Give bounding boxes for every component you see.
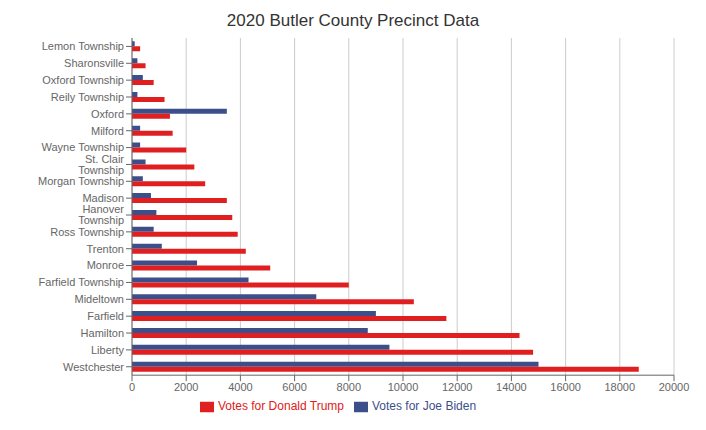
svg-text:Liberty: Liberty xyxy=(91,344,125,356)
svg-text:12000: 12000 xyxy=(442,381,473,393)
svg-text:4000: 4000 xyxy=(228,381,252,393)
svg-text:Farfield Township: Farfield Township xyxy=(39,276,124,288)
svg-text:2000: 2000 xyxy=(174,381,198,393)
svg-text:8000: 8000 xyxy=(337,381,361,393)
html-text:Votes for Donald Trump: Votes for Donald Trump xyxy=(217,399,344,414)
svg-text:0: 0 xyxy=(129,381,135,393)
svg-text:Morgan Township: Morgan Township xyxy=(38,175,124,187)
svg-text:20000: 20000 xyxy=(659,381,690,393)
svg-text:Westchester: Westchester xyxy=(63,361,124,373)
svg-text:Sharonsville: Sharonsville xyxy=(64,57,124,69)
svg-text:Trenton: Trenton xyxy=(86,243,124,255)
html-text:Votes for Joe Biden: Votes for Joe Biden xyxy=(372,399,477,414)
svg-text:Hamilton: Hamilton xyxy=(81,327,124,339)
svg-text:Wayne Township: Wayne Township xyxy=(41,141,124,153)
svg-text:St. ClairTownship: St. ClairTownship xyxy=(78,153,124,176)
svg-text:Farfield: Farfield xyxy=(87,310,124,322)
svg-text:Reily Township: Reily Township xyxy=(51,91,124,103)
svg-text:Madison: Madison xyxy=(82,192,124,204)
svg-text:Oxford: Oxford xyxy=(91,108,124,120)
svg-text:6000: 6000 xyxy=(282,381,306,393)
html-text:2020 Butler County Precinct Da: 2020 Butler County Precinct Data xyxy=(226,11,480,30)
svg-text:Lemon Township: Lemon Township xyxy=(42,40,124,52)
svg-text:Monroe: Monroe xyxy=(87,259,124,271)
svg-text:Oxford Township: Oxford Township xyxy=(42,74,124,86)
svg-text:HanoverTownship: HanoverTownship xyxy=(78,203,124,226)
svg-text:Mideltown: Mideltown xyxy=(74,293,124,305)
svg-text:14000: 14000 xyxy=(496,381,527,393)
svg-text:Milford: Milford xyxy=(91,125,124,137)
svg-text:10000: 10000 xyxy=(388,381,419,393)
svg-text:Ross Township: Ross Township xyxy=(50,226,124,238)
svg-text:16000: 16000 xyxy=(550,381,581,393)
svg-text:18000: 18000 xyxy=(605,381,636,393)
